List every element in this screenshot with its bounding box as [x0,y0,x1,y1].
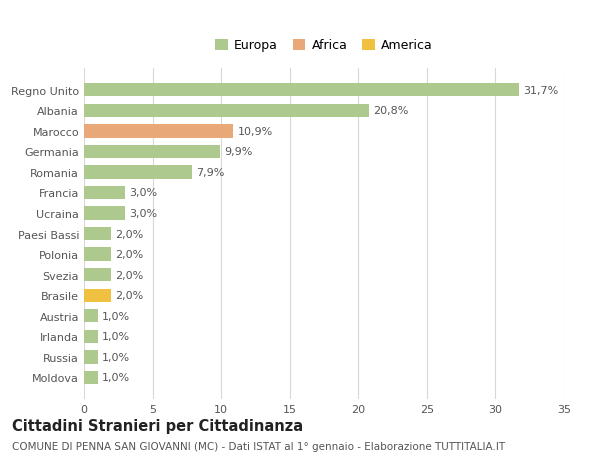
Legend: Europa, Africa, America: Europa, Africa, America [211,35,437,56]
Bar [84,146,220,159]
Bar [84,371,98,384]
Text: 2,0%: 2,0% [116,250,144,260]
Bar [84,227,112,241]
Text: 1,0%: 1,0% [102,352,130,362]
Text: 31,7%: 31,7% [523,85,558,95]
Bar [84,104,369,118]
Text: 20,8%: 20,8% [373,106,409,116]
Text: 1,0%: 1,0% [102,311,130,321]
Bar [84,330,98,343]
Text: 2,0%: 2,0% [116,291,144,301]
Bar [84,166,193,179]
Text: 7,9%: 7,9% [196,168,225,178]
Text: 9,9%: 9,9% [224,147,252,157]
Bar [84,186,125,200]
Bar [84,125,233,138]
Text: 1,0%: 1,0% [102,373,130,383]
Text: Cittadini Stranieri per Cittadinanza: Cittadini Stranieri per Cittadinanza [12,418,303,433]
Bar [84,289,112,302]
Bar [84,248,112,261]
Text: 2,0%: 2,0% [116,270,144,280]
Bar [84,207,125,220]
Text: 3,0%: 3,0% [129,188,157,198]
Bar [84,84,519,97]
Text: COMUNE DI PENNA SAN GIOVANNI (MC) - Dati ISTAT al 1° gennaio - Elaborazione TUTT: COMUNE DI PENNA SAN GIOVANNI (MC) - Dati… [12,441,505,451]
Bar [84,309,98,323]
Text: 3,0%: 3,0% [129,208,157,218]
Text: 1,0%: 1,0% [102,332,130,341]
Bar [84,269,112,282]
Text: 2,0%: 2,0% [116,229,144,239]
Bar [84,351,98,364]
Text: 10,9%: 10,9% [238,127,273,136]
